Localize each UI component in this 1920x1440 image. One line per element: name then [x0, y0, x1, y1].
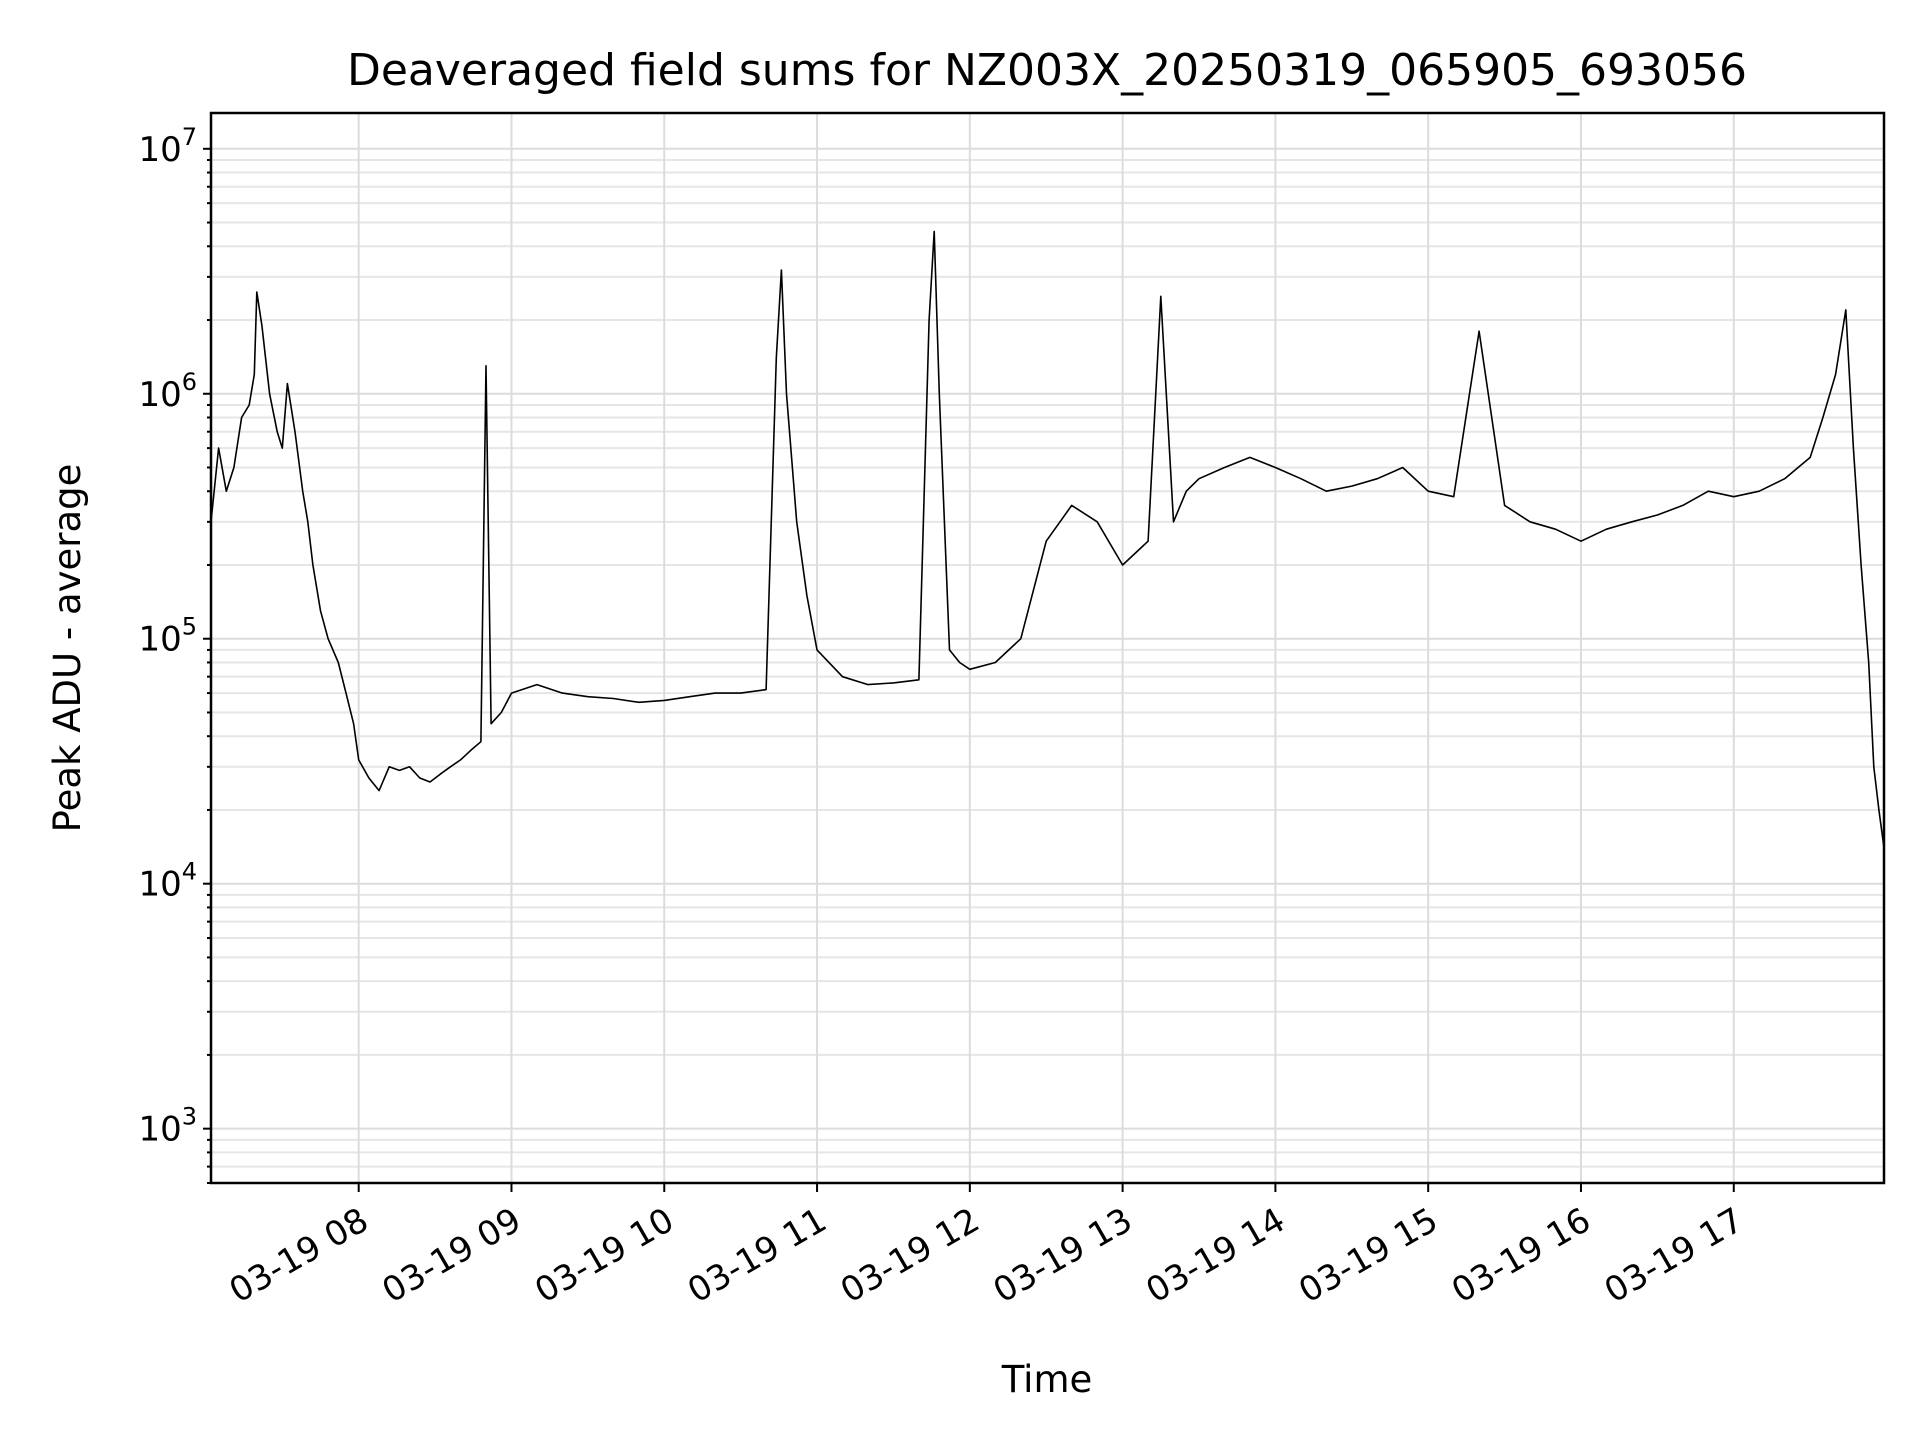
- plot-frame: [209, 111, 1886, 1185]
- y-tick-label: 105: [138, 613, 197, 660]
- chart-title: Deaveraged field sums for NZ003X_2025031…: [347, 45, 1747, 96]
- y-tick-label: 106: [138, 368, 197, 415]
- y-tick-label: 103: [138, 1103, 197, 1150]
- grid-layer: [211, 113, 1884, 1184]
- y-tick-label: 107: [138, 123, 197, 170]
- series-line: [210, 230, 1885, 849]
- x-axis-label: Time: [1001, 1358, 1093, 1401]
- y-tick-label: 104: [138, 858, 197, 905]
- line-layer: [210, 230, 1885, 849]
- y-axis-label: Peak ADU - average: [46, 464, 89, 833]
